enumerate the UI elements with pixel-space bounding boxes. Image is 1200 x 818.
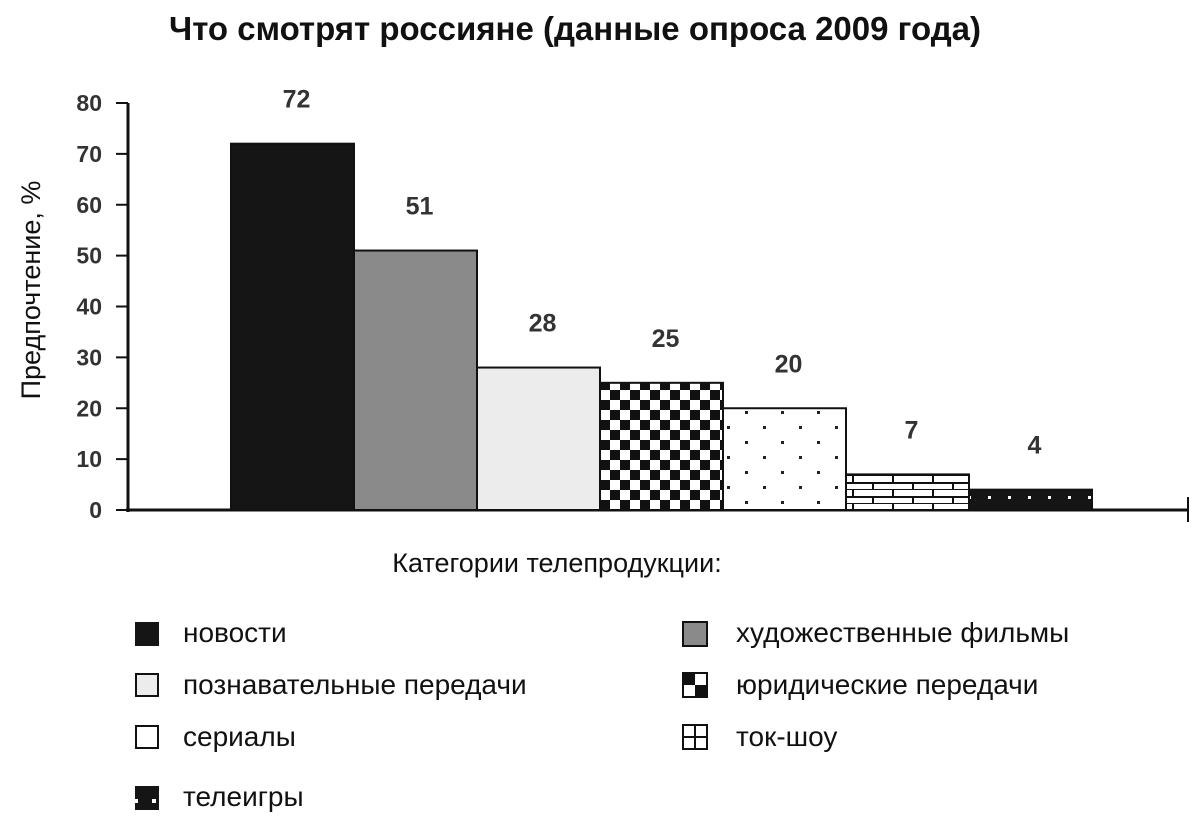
legend-item-series: сериалы (135, 721, 296, 752)
chart-title: Что смотрят россияне (данные опроса 2009… (169, 10, 981, 47)
y-tick-label: 50 (76, 243, 102, 269)
data-label: 51 (406, 193, 434, 221)
legend-item-news: новости (135, 617, 287, 648)
data-label: 28 (529, 310, 557, 338)
legend-label-talk-show: ток-шоу (736, 721, 837, 752)
y-tick-label: 80 (76, 90, 102, 116)
legend-swatch-legal-cell-b (695, 685, 706, 696)
y-tick-label: 10 (76, 446, 102, 472)
legend-swatch-series (135, 725, 159, 749)
legend-item-talk-show: ток-шоу (682, 721, 837, 752)
data-labels: 72 51 28 25 20 7 4 (283, 86, 1042, 460)
legend-item-legal: юридические передачи (682, 669, 1038, 700)
y-tick-label: 40 (76, 294, 102, 320)
y-tick-label: 70 (76, 141, 102, 167)
bar (722, 407, 847, 511)
legend-swatch-legal-cell-a (684, 674, 695, 685)
bar (599, 381, 724, 511)
x-axis-label: Категории телепродукции: (392, 548, 721, 578)
legend-label-game-shows: телеигры (183, 781, 304, 812)
legend-swatch-educational (135, 673, 159, 697)
legend-item-game-shows: телеигры (135, 781, 304, 812)
bars (230, 142, 1093, 512)
legend: новости художественные фильмы познавател… (135, 617, 1069, 812)
bar (230, 142, 355, 511)
data-label: 4 (1028, 432, 1042, 460)
data-label: 25 (652, 325, 680, 353)
legend-swatch-feature-films (682, 621, 708, 647)
legend-label-series: сериалы (183, 721, 296, 752)
legend-label-educational: познавательные передачи (183, 669, 527, 700)
y-tick-label: 0 (89, 497, 102, 523)
legend-label-feature-films: художественные фильмы (736, 617, 1069, 648)
bar (968, 488, 1093, 511)
data-label: 20 (775, 350, 803, 378)
legend-item-feature-films: художественные фильмы (682, 617, 1069, 648)
bar (353, 249, 478, 511)
y-tick-label: 30 (76, 344, 102, 370)
data-label: 72 (283, 86, 311, 114)
legend-label-news: новости (183, 617, 287, 648)
y-ticks: 0 10 20 30 40 50 60 70 80 (76, 90, 128, 523)
data-label: 7 (905, 416, 919, 444)
legend-item-educational: познавательные передачи (135, 669, 527, 700)
bar (845, 473, 970, 512)
y-axis: 0 10 20 30 40 50 60 70 80 (76, 90, 130, 523)
bar (476, 366, 601, 511)
legend-label-legal: юридические передачи (736, 669, 1038, 700)
y-tick-label: 60 (76, 192, 102, 218)
y-axis-label: Предпочтение, % (16, 181, 46, 400)
legend-swatch-game-shows (135, 786, 159, 810)
legend-swatch-news (135, 622, 159, 646)
y-tick-label: 20 (76, 395, 102, 421)
